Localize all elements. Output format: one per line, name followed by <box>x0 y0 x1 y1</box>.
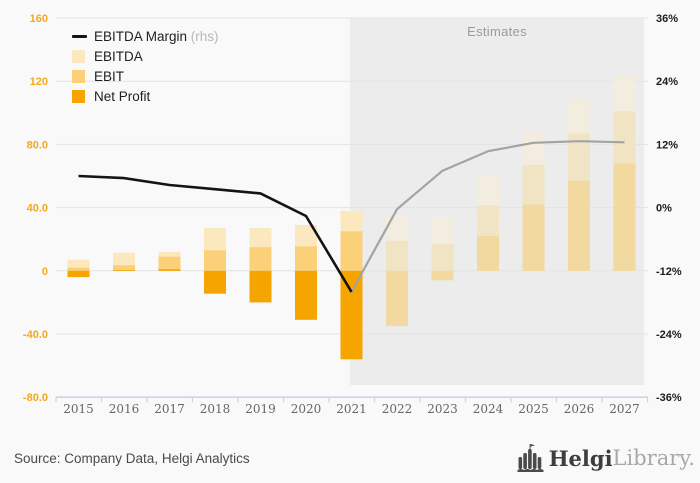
chart-area: 160 120 80.0 40.0 0 -40.0 -80.0 36% 24% 12% 0% -12%… <box>23 13 682 416</box>
year-label: 2027 <box>609 402 640 416</box>
bar-ebit-2016 <box>113 265 135 271</box>
ebitda-margin-line-estimate <box>350 140 625 293</box>
year-label: 2025 <box>518 402 549 416</box>
year-label: 2018 <box>200 402 231 416</box>
legend: EBITDA Margin (rhs) EBITDA EBIT Net Prof… <box>72 27 219 107</box>
bar-ebit-2017 <box>158 256 181 271</box>
right-axis-tick-label: -12% <box>656 266 682 278</box>
estimates-label: Estimates <box>467 24 527 39</box>
year-label: 2021 <box>336 402 367 416</box>
bar-ebit-2023 <box>431 243 454 271</box>
bar-net-2023 <box>431 270 454 281</box>
legend-text: EBITDA Margin <box>94 29 188 44</box>
legend-label-ebitda-margin: EBITDA Margin (rhs) <box>94 29 219 44</box>
legend-item-net-profit: Net Profit <box>72 87 219 106</box>
right-axis-tick-label: 24% <box>656 76 678 88</box>
right-axis-tick-label: -36% <box>656 392 682 404</box>
year-label: 2019 <box>245 402 276 416</box>
year-label: 2020 <box>291 402 322 416</box>
year-label: 2024 <box>473 402 504 416</box>
bar-net-2024 <box>477 236 499 271</box>
bar-net-2018 <box>204 270 226 294</box>
right-axis-tick-label: -24% <box>656 329 682 341</box>
bar-net-2019 <box>249 270 272 303</box>
bar-net-2015 <box>67 270 90 278</box>
bar-ebit-2021 <box>340 231 363 271</box>
legend-rhs-note: (rhs) <box>187 29 219 44</box>
bar-ebit-2019 <box>249 247 272 271</box>
legend-item-ebitda: EBITDA <box>72 47 219 66</box>
left-axis-tick-label: -40.0 <box>23 329 48 341</box>
bar-net-2022 <box>386 270 408 327</box>
legend-item-ebit: EBIT <box>72 67 219 86</box>
chart-canvas: 160 120 80.0 40.0 0 -40.0 -80.0 36% 24% 12% 0% -12%… <box>23 13 682 416</box>
bar-net-2025 <box>522 204 545 271</box>
year-label: 2015 <box>63 402 94 416</box>
left-axis-tick-label: -80.0 <box>23 392 48 404</box>
bar-ebit-2015 <box>67 267 90 271</box>
bar-net-2027 <box>613 163 636 271</box>
bar-net-2026 <box>568 180 590 271</box>
left-axis-tick-label: 120 <box>30 76 48 88</box>
legend-label-ebitda: EBITDA <box>94 49 143 64</box>
right-axis-tick-label: 36% <box>656 13 678 25</box>
ebit-swatch <box>72 70 85 83</box>
bar-net-2017 <box>158 269 181 271</box>
year-label: 2023 <box>427 402 458 416</box>
left-axis-tick-label: 80.0 <box>27 139 48 151</box>
left-axis-tick-label: 0 <box>42 266 48 278</box>
logo-text-library: Library. <box>612 446 695 470</box>
bar-ebit-2018 <box>204 250 226 271</box>
ebitda-swatch <box>72 50 85 63</box>
net-profit-swatch <box>72 90 85 103</box>
bar-net-2016 <box>113 270 135 271</box>
source-note: Source: Company Data, Helgi Analytics <box>14 451 250 466</box>
castle-icon <box>517 444 544 472</box>
logo-text-helgi: Helgi <box>548 445 613 471</box>
legend-item-ebitda-margin: EBITDA Margin (rhs) <box>72 27 219 46</box>
footer: Source: Company Data, Helgi Analytics He… <box>0 430 700 483</box>
year-label: 2017 <box>154 402 185 416</box>
bar-ebit-2022 <box>386 240 408 271</box>
year-label: 2016 <box>109 402 140 416</box>
bar-net-2021 <box>340 270 363 360</box>
bar-net-2020 <box>295 270 317 320</box>
year-label: 2026 <box>564 402 595 416</box>
bar-ebitda-2015 <box>67 259 90 271</box>
left-axis-tick-label: 40.0 <box>27 203 48 215</box>
legend-label-net-profit: Net Profit <box>94 89 151 104</box>
ebitda-margin-line-actual <box>78 174 353 293</box>
ebitda-margin-line-swatch <box>72 35 87 38</box>
helgi-library-logo: Helgi Library. <box>517 443 695 473</box>
year-label: 2022 <box>382 402 413 416</box>
right-axis-tick-label: 0% <box>656 203 672 215</box>
right-axis-tick-label: 12% <box>656 139 678 151</box>
legend-label-ebit: EBIT <box>94 69 125 84</box>
left-axis-tick-label: 160 <box>30 13 48 25</box>
bar-ebit-2020 <box>295 246 317 271</box>
